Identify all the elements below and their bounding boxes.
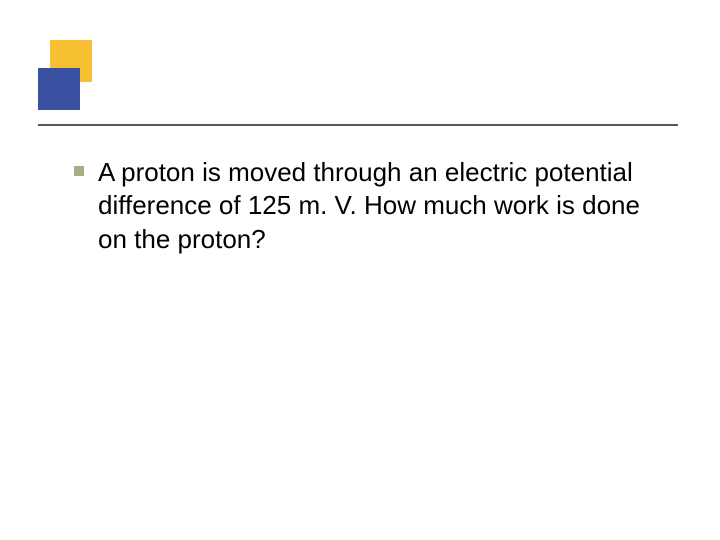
slide-body-text: A proton is moved through an electric po… bbox=[98, 156, 658, 256]
logo-square-blue bbox=[38, 68, 80, 110]
bullet-icon bbox=[74, 166, 84, 176]
slide-logo bbox=[38, 40, 108, 110]
divider-line bbox=[38, 124, 678, 126]
